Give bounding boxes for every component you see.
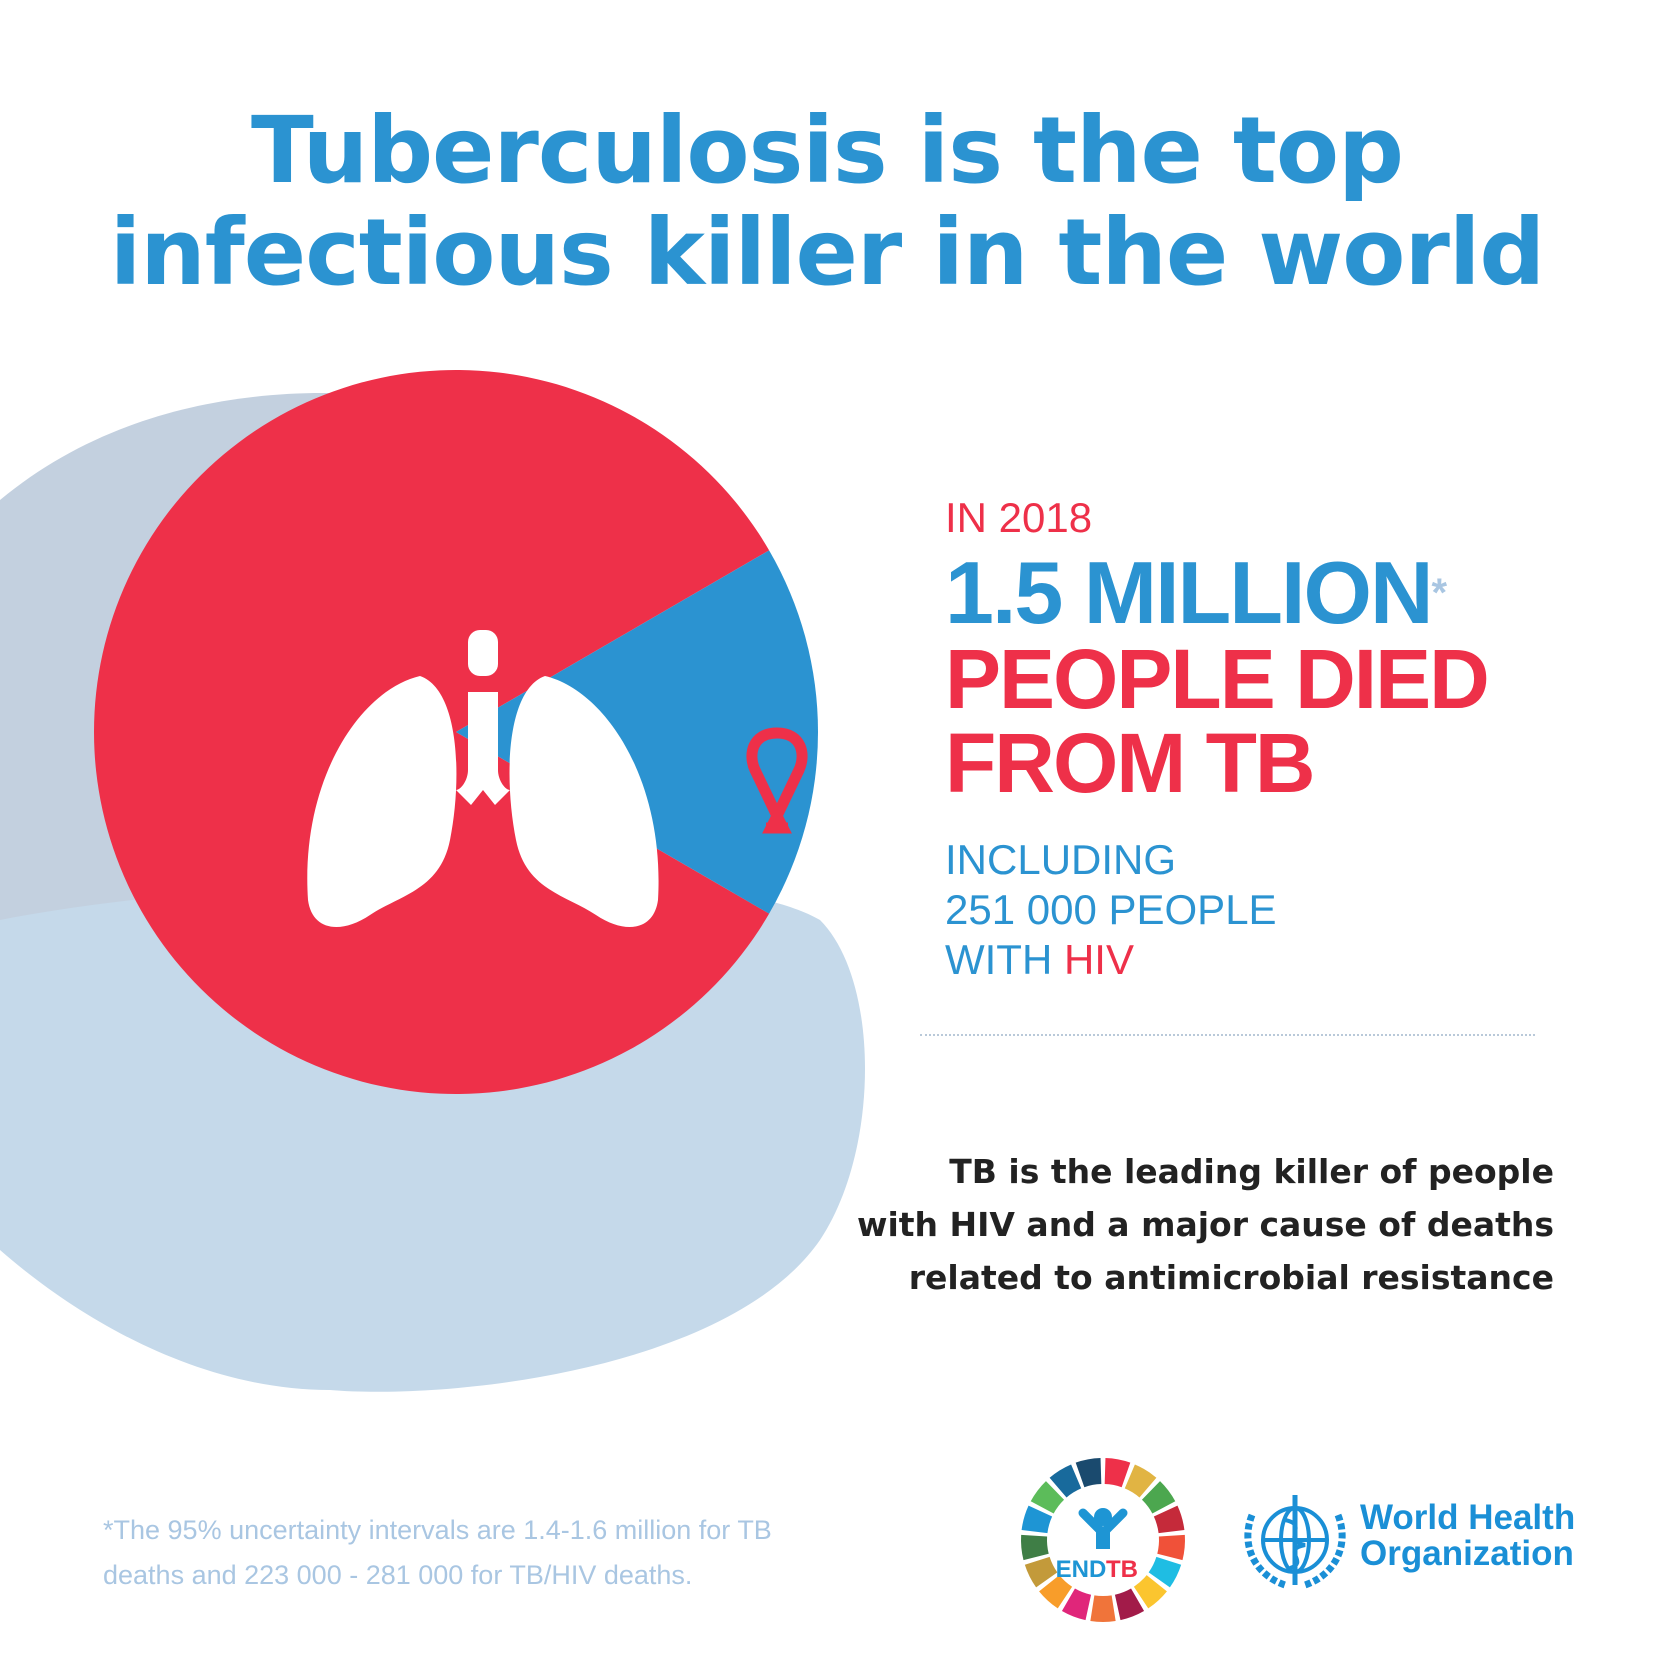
headline-number: 1.5 MILLION* [945, 549, 1488, 637]
who-line-1: World Health [1360, 1498, 1576, 1537]
title-line-1: Tuberculosis is the top [251, 97, 1404, 204]
hiv-label: HIV [1063, 936, 1134, 983]
endtb-ring-segment [1021, 1505, 1053, 1534]
endtb-ring-segment [1104, 1458, 1131, 1488]
lead-text: TB is the leading killer of people with … [854, 1145, 1554, 1304]
endtb-ring-segment [1039, 1575, 1073, 1609]
with-label: WITH [945, 936, 1064, 983]
deaths-pie [93, 370, 818, 1094]
endtb-ring-segment [1061, 1588, 1092, 1621]
headline-number-text: 1.5 MILLION [945, 543, 1433, 642]
endtb-ring-segment [1141, 1481, 1176, 1514]
lungs-icon [307, 630, 659, 927]
year-label: IN 2018 [945, 494, 1093, 541]
endtb-ring-segment [1133, 1575, 1167, 1609]
pie-slice-hiv [456, 550, 818, 914]
with-hiv: WITH HIV [945, 935, 1488, 985]
lead-line-3: related to antimicrobial resistance [908, 1258, 1554, 1297]
footnote-asterisk: * [1431, 571, 1448, 615]
endtb-end-text: END [1056, 1556, 1107, 1583]
page-title: Tuberculosis is the top infectious kille… [0, 100, 1654, 304]
endtb-tb-text: TB [1106, 1556, 1138, 1583]
dotted-divider [920, 1034, 1535, 1036]
endtb-ring-segment [1024, 1556, 1058, 1588]
endtb-ring-segment [1153, 1505, 1185, 1534]
including-label: INCLUDING [945, 836, 1177, 883]
hiv-detail: INCLUDING 251 000 PEOPLE WITH HIV [945, 835, 1488, 985]
endtb-ring-segment [1148, 1556, 1182, 1588]
lead-line-1: TB is the leading killer of people [949, 1152, 1554, 1191]
endtb-ring-segment [1157, 1534, 1185, 1561]
endtb-ring-segment [1030, 1481, 1065, 1514]
hiv-count: 251 000 PEOPLE [945, 886, 1277, 933]
endtb-ring-segment [1021, 1534, 1049, 1561]
endtb-ring-segment [1075, 1458, 1102, 1488]
who-line-2: Organization [1360, 1534, 1574, 1573]
stats-block: IN 2018 1.5 MILLION* PEOPLE DIED FROM TB… [945, 494, 1490, 985]
footnote: *The 95% uncertainty intervals are 1.4-1… [103, 1508, 823, 1598]
endtb-ring-segment [1114, 1588, 1145, 1621]
end-tb-logo: END TB [1021, 1458, 1185, 1622]
title-line-2: infectious killer in the world [109, 199, 1546, 306]
who-logo-text: World Health Organization [1360, 1500, 1575, 1572]
who-emblem-icon [1244, 1495, 1346, 1589]
endtb-ring-segment [1049, 1464, 1082, 1498]
endtb-ring-segment [1124, 1464, 1157, 1498]
footnote-line-2: deaths and 223 000 - 281 000 for TB/HIV … [103, 1560, 693, 1590]
headline-line-2: PEOPLE DIED [945, 632, 1490, 726]
footnote-line-1: *The 95% uncertainty intervals are 1.4-1… [103, 1515, 772, 1545]
endtb-ring-segment [1090, 1595, 1116, 1622]
lead-line-2: with HIV and a major cause of deaths [856, 1205, 1554, 1244]
headline-line-3: FROM TB [945, 716, 1316, 810]
red-ribbon-icon [746, 727, 808, 834]
